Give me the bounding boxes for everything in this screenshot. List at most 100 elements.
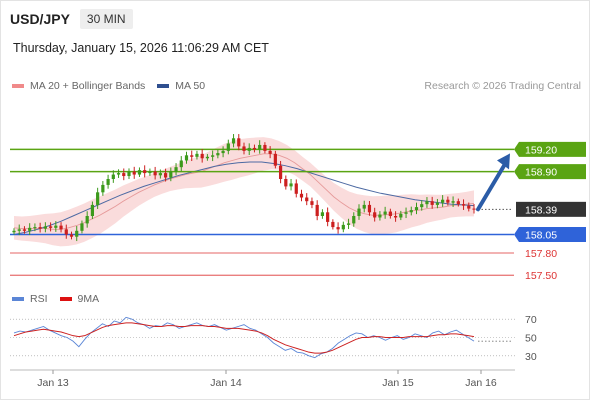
legend-9ma-label: 9MA [77, 293, 100, 305]
rsi-panel: 70 50 30 [10, 314, 537, 363]
candle-body [106, 179, 110, 185]
forecast-arrow-shaft [476, 160, 508, 212]
candle-body [148, 171, 152, 174]
candle-body [90, 204, 95, 216]
candle-body [294, 183, 298, 194]
candle-body [48, 226, 53, 228]
rsi-ma-line [13, 322, 475, 354]
candle-body [111, 174, 115, 179]
candle-body [258, 144, 262, 150]
candle-body [169, 171, 173, 178]
candle-body [273, 153, 277, 166]
candle-body [137, 170, 142, 175]
candle-body [441, 199, 445, 203]
level-label-157.80: 157.80 [525, 248, 557, 260]
rsi-tick-label: 30 [525, 351, 537, 363]
candle-body [393, 216, 398, 218]
candle-body [184, 155, 189, 161]
level-label-158.05: 158.05 [525, 230, 557, 242]
candle-body [28, 227, 32, 231]
candle-body [226, 143, 230, 151]
candle-body [456, 201, 460, 205]
forecast-arrow-head-icon [497, 153, 510, 170]
symbol-title: USD/JPY [10, 11, 70, 27]
level-label-158.90: 158.90 [525, 167, 557, 179]
timeframe-badge[interactable]: 30 MIN [79, 9, 133, 29]
candle-body [472, 208, 476, 210]
candle-body [383, 211, 387, 215]
x-tick-label: Jan 15 [382, 377, 414, 389]
candle-body [122, 173, 126, 177]
candle-body [435, 202, 440, 205]
candle-body [33, 227, 37, 229]
ma20-swatch-icon [12, 84, 24, 88]
candle-body [373, 212, 377, 218]
candle-body [357, 208, 361, 216]
candle-body [69, 234, 74, 237]
candle-body [216, 153, 220, 156]
x-tick-label: Jan 14 [210, 377, 242, 389]
candle-body [263, 144, 267, 151]
candle-body [179, 160, 183, 168]
rsi-tick-label: 70 [525, 314, 537, 326]
ma20-line [13, 153, 475, 230]
candle-body [352, 216, 356, 224]
rsi-legend: RSI 9MA [12, 293, 111, 305]
candle-body [85, 216, 89, 224]
candle-body [414, 207, 419, 211]
candle-body [231, 138, 236, 144]
candle-body [278, 165, 283, 179]
price-legend: MA 20 + Bollinger Bands MA 50 [12, 80, 217, 92]
legend-ma20: MA 20 + Bollinger Bands [12, 80, 145, 92]
ma50-swatch-icon [157, 84, 170, 88]
candle-body [425, 201, 429, 205]
candle-body [331, 221, 335, 228]
candle-body [284, 179, 288, 187]
moving-average-layer [13, 153, 475, 235]
candle-body [362, 204, 366, 209]
candle-body [96, 192, 100, 205]
candle-body [346, 223, 351, 225]
candle-body [54, 225, 58, 228]
candle-body [158, 173, 162, 176]
candle-body [252, 147, 257, 150]
legend-ma50-label: MA 50 [175, 80, 206, 92]
candle-body [378, 214, 382, 218]
candle-body [174, 167, 178, 172]
candle-body [80, 223, 84, 231]
rsi-swatch-icon [12, 297, 24, 301]
candle-body [163, 173, 168, 178]
x-tick-label: Jan 16 [465, 377, 497, 389]
candle-body [341, 224, 345, 230]
candle-body [461, 204, 466, 206]
candle-body [132, 171, 136, 175]
datetime-label: Thursday, January 15, 2026 11:06:29 AM C… [13, 41, 269, 55]
legend-ma20-label: MA 20 + Bollinger Bands [30, 80, 146, 92]
candle-body [388, 211, 392, 216]
x-axis: Jan 13 Jan 14 Jan 15 Jan 16 [10, 369, 515, 389]
candle-body [75, 230, 79, 237]
candle-body [399, 213, 403, 218]
candles-layer [12, 134, 476, 242]
x-tick-label: Jan 13 [37, 377, 69, 389]
candle-body [315, 204, 319, 216]
candle-body [116, 173, 121, 175]
candle-body [409, 210, 413, 213]
level-lines-layer [10, 148, 514, 276]
candle-body [22, 229, 27, 231]
candle-body [310, 201, 314, 205]
candle-body [43, 226, 47, 229]
current-price-tag [516, 201, 586, 217]
level-tag-158.90 [514, 164, 586, 180]
candle-body [326, 212, 330, 222]
candle-body [205, 156, 210, 159]
candle-body [195, 153, 199, 157]
candle-body [59, 225, 63, 230]
candle-body [320, 212, 325, 216]
candle-body [211, 155, 215, 157]
candle-body [242, 146, 246, 151]
candle-body [268, 150, 272, 154]
legend-rsi-label: RSI [30, 293, 48, 305]
candle-body [420, 204, 424, 208]
legend-rsi: RSI [12, 293, 48, 305]
